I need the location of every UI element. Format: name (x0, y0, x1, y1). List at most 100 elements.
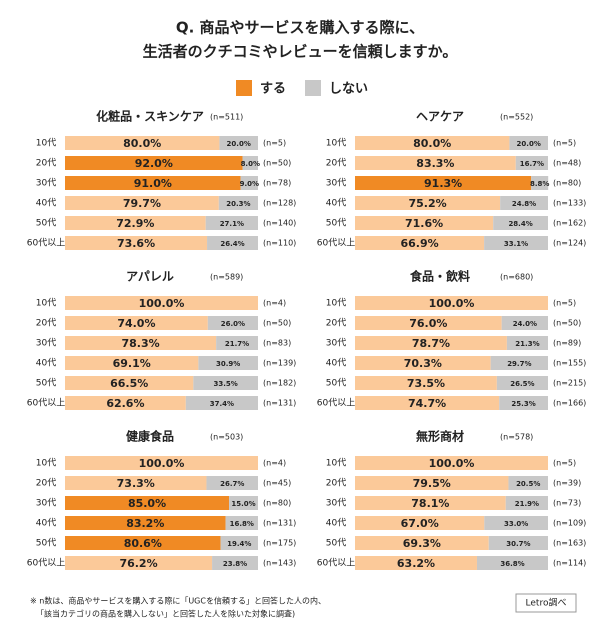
bar-yes (65, 296, 258, 310)
bar-yes (355, 516, 485, 530)
value-label: 91.3% (424, 177, 462, 190)
n-label: (n=133) (553, 199, 586, 208)
bar-no (496, 376, 548, 390)
n-label: (n=124) (553, 239, 586, 248)
value-label: 33.1% (504, 240, 528, 248)
value-label: 83.2% (126, 517, 164, 530)
bar-yes (355, 356, 491, 370)
value-label: 26.7% (220, 480, 244, 488)
category-label: 30代 (36, 178, 56, 189)
value-label: 73.5% (407, 377, 445, 390)
category-label: 40代 (326, 198, 346, 209)
value-label: 21.7% (225, 340, 249, 348)
category-label: 10代 (326, 138, 346, 149)
bar-yes (65, 516, 226, 530)
bar-yes (355, 476, 509, 490)
value-label: 76.0% (409, 317, 447, 330)
n-label: (n=143) (263, 559, 296, 568)
category-label: 20代 (326, 318, 346, 329)
legend-label: する (260, 82, 286, 97)
n-label: (n=5) (553, 299, 576, 308)
value-label: 79.5% (413, 477, 451, 490)
value-label: 71.6% (405, 217, 443, 230)
value-label: 91.0% (134, 177, 172, 190)
n-label: (n=131) (263, 399, 296, 408)
category-label: 50代 (326, 218, 346, 229)
value-label: 63.2% (397, 557, 435, 570)
value-label: 16.7% (520, 160, 544, 168)
n-label: (n=5) (553, 459, 576, 468)
category-label: 60代以上 (317, 238, 355, 249)
value-label: 78.7% (412, 337, 450, 350)
n-label: (n=45) (263, 479, 291, 488)
value-label: 100.0% (139, 297, 185, 310)
bar-no (225, 516, 258, 530)
n-label: (n=50) (263, 319, 291, 328)
bar-no (531, 176, 549, 190)
n-label: (n=162) (553, 219, 586, 228)
panel-title: 化粧品・スキンケア (96, 109, 204, 124)
value-label: 30.7% (506, 540, 530, 548)
value-label: 20.0% (227, 140, 251, 148)
bar-no (505, 496, 548, 510)
bar-no (508, 476, 548, 490)
category-label: 10代 (36, 138, 56, 149)
bar-no (193, 376, 258, 390)
bar-yes (355, 316, 502, 330)
n-label: (n=110) (263, 239, 296, 248)
title-line: Q. 商品やサービスを購入する際に、 (176, 19, 424, 37)
value-label: 70.3% (404, 357, 442, 370)
value-label: 20.0% (517, 140, 541, 148)
bar-no (205, 216, 258, 230)
value-label: 66.9% (400, 237, 438, 250)
bar-yes (355, 176, 532, 190)
bar-yes (355, 376, 497, 390)
category-label: 60代以上 (317, 398, 355, 409)
bar-no (206, 476, 258, 490)
bar-no (219, 136, 258, 150)
bar-yes (65, 456, 258, 470)
n-label: (n=39) (553, 479, 581, 488)
value-label: 80.6% (124, 537, 162, 550)
bar-no (242, 156, 258, 170)
value-label: 30.9% (216, 360, 240, 368)
value-label: 69.1% (113, 357, 151, 370)
category-label: 50代 (36, 218, 56, 229)
category-label: 30代 (36, 338, 56, 349)
panel-title: 食品・飲料 (409, 269, 470, 284)
source-box (515, 593, 577, 613)
value-label: 28.4% (508, 220, 532, 228)
value-label: 29.7% (507, 360, 531, 368)
bar-no (488, 536, 548, 550)
value-label: 25.3% (511, 400, 535, 408)
bar-yes (355, 216, 494, 230)
bar-no (216, 336, 258, 350)
value-label: 80.0% (123, 137, 161, 150)
bar-no (490, 356, 548, 370)
value-label: 19.4% (227, 540, 251, 548)
n-label: (n=128) (263, 199, 296, 208)
value-label: 73.3% (117, 477, 155, 490)
n-label: (n=155) (553, 359, 586, 368)
n-label: (n=114) (553, 559, 586, 568)
n-label: (n=166) (553, 399, 586, 408)
bar-yes (65, 176, 241, 190)
bar-yes (355, 296, 548, 310)
n-label: (n=175) (263, 539, 296, 548)
value-label: 73.6% (117, 237, 155, 250)
value-label: 24.8% (512, 200, 536, 208)
value-label: 72.9% (116, 217, 154, 230)
n-label: (n=4) (263, 459, 286, 468)
bar-no (476, 556, 548, 570)
n-label: (n=80) (553, 179, 581, 188)
bar-no (212, 556, 258, 570)
n-label: (n=83) (263, 339, 291, 348)
panel-title: アパレル (126, 270, 174, 284)
value-label: 100.0% (139, 457, 185, 470)
n-label: (n=73) (553, 499, 581, 508)
bar-yes (65, 376, 194, 390)
bar-yes (65, 356, 199, 370)
category-label: 20代 (326, 478, 346, 489)
value-label: 62.6% (106, 397, 144, 410)
value-label: 21.9% (515, 500, 539, 508)
